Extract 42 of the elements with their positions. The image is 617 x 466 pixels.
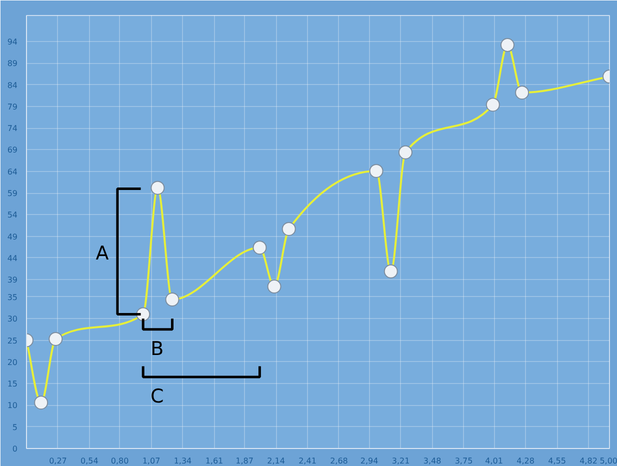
x-tick-label: 1,34	[174, 456, 192, 466]
annotation: C	[150, 386, 164, 408]
y-tick-label: 89	[7, 59, 18, 68]
x-tick-label: 2,94	[360, 456, 378, 466]
y-tick-label: 84	[7, 80, 18, 90]
y-tick-label: 5	[12, 422, 18, 432]
y-tick-label: 59	[7, 189, 18, 198]
y-tick-label: 44	[7, 254, 18, 263]
y-tick-label: 0	[12, 444, 18, 454]
annotation: A	[96, 242, 109, 265]
y-tick-label: 10	[7, 401, 18, 410]
x-tick-label: 3,48	[423, 456, 442, 466]
x-tick-label: 3,21	[392, 456, 410, 466]
x-tick-label: 2,68	[330, 456, 348, 466]
y-tick-label: 74	[7, 124, 18, 134]
x-tick-label: 2,41	[298, 456, 316, 466]
x-tick-label: 2,14	[267, 456, 285, 466]
y-tick-label: 25	[7, 336, 18, 346]
x-tick-label: 0,80	[110, 456, 129, 466]
y-tick-label: 54	[7, 210, 18, 220]
x-tick-label: 1,61	[205, 456, 224, 466]
y-tick-label: 15	[7, 380, 18, 389]
y-tick-label: 49	[7, 232, 18, 242]
y-tick-label: 20	[7, 358, 18, 367]
x-tick-label: 0,54	[80, 456, 98, 466]
x-tick-label: 1,07	[142, 456, 160, 466]
y-tick-label: 39	[7, 276, 18, 285]
x-tick-label: 5,00	[600, 456, 617, 466]
x-tick-label: 4,28	[516, 456, 534, 466]
x-tick-label: 1,87	[236, 456, 254, 466]
y-tick-label: 35	[7, 292, 18, 302]
x-tick-label: 0,27	[49, 456, 67, 466]
annotation: B	[150, 338, 164, 360]
x-tick-label: 4,01	[485, 456, 503, 466]
x-tick-label: 4,55	[548, 456, 566, 466]
x-tick-label: 4,82	[580, 456, 598, 466]
y-tick-label: 94	[7, 37, 18, 46]
y-tick-label: 64	[7, 167, 18, 176]
y-tick-label: 79	[7, 102, 18, 112]
x-tick-label: 3,75	[454, 456, 473, 466]
y-tick-label: 69	[7, 146, 18, 155]
y-tick-label: 30	[7, 314, 18, 324]
